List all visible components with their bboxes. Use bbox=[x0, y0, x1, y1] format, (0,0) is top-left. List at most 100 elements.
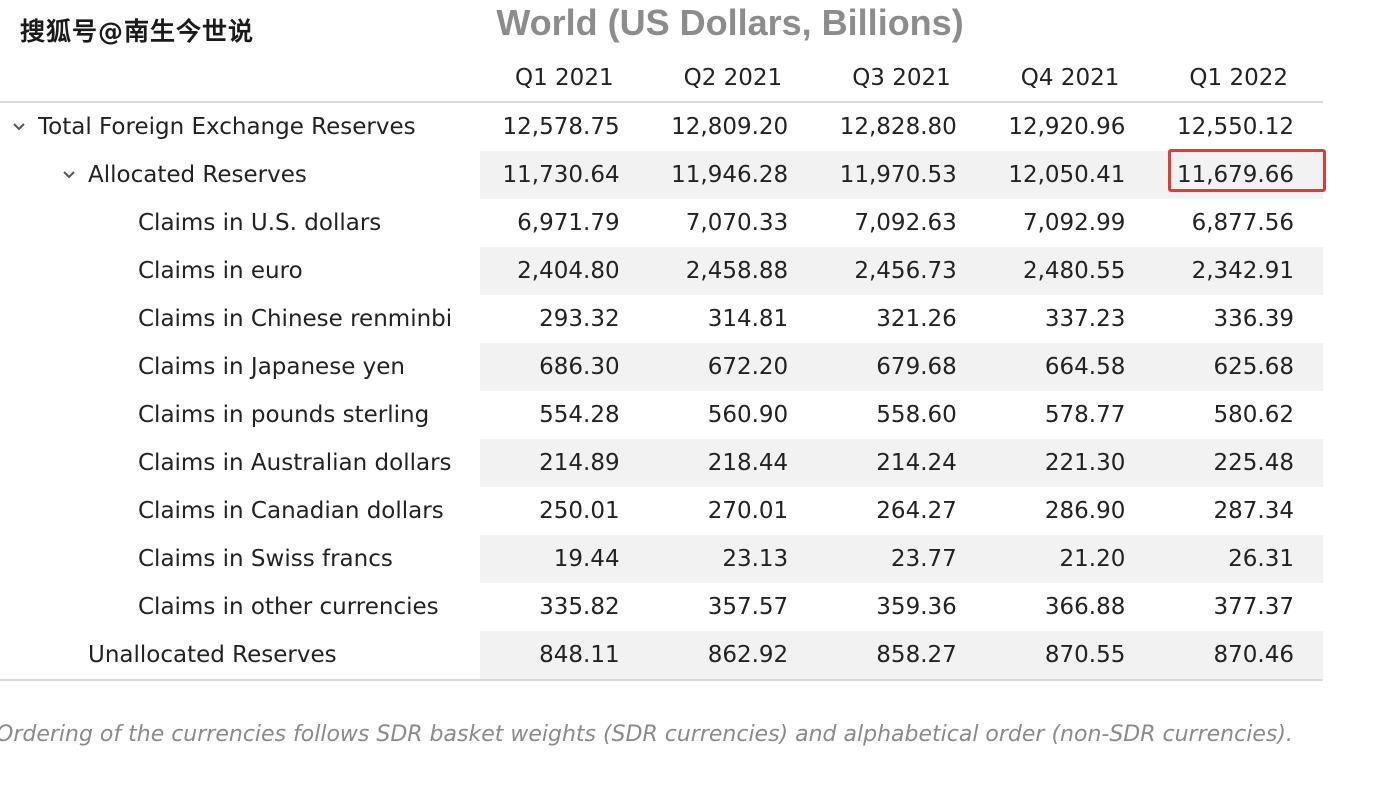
table-cell: 870.46 bbox=[1154, 631, 1323, 681]
table-cell: 848.11 bbox=[480, 631, 649, 681]
watermark: 搜狐号@南生今世说 bbox=[20, 17, 255, 46]
table-cell: 286.90 bbox=[1044, 498, 1126, 524]
table-cell: 2,456.73 bbox=[817, 247, 986, 295]
table-cell: 321.26 bbox=[876, 306, 957, 332]
table-cell: 366.88 bbox=[1044, 594, 1126, 620]
table-cell: 664.58 bbox=[985, 343, 1155, 391]
table-cell: 214.89 bbox=[480, 439, 649, 487]
row-label: Claims in euro bbox=[138, 258, 303, 284]
table-cell: 21.20 bbox=[985, 535, 1155, 583]
table-cell: 580.62 bbox=[1213, 402, 1294, 428]
table-cell: 221.30 bbox=[985, 439, 1155, 487]
table-row: Claims in pounds sterling 554.28 560.90 … bbox=[0, 391, 1323, 439]
table-cell: 359.36 bbox=[876, 594, 957, 620]
table-row: Claims in other currencies 335.82 357.57… bbox=[0, 583, 1323, 631]
row-label: Claims in Australian dollars bbox=[138, 450, 452, 476]
table-cell: 218.44 bbox=[648, 439, 818, 487]
table-cell: 335.82 bbox=[539, 594, 620, 620]
table-cell: 862.92 bbox=[648, 631, 818, 681]
table-cell: 672.20 bbox=[648, 343, 818, 391]
row-label: Claims in Chinese renminbi bbox=[138, 306, 453, 332]
table-cell: 686.30 bbox=[480, 343, 649, 391]
table-cell: 625.68 bbox=[1154, 343, 1323, 391]
row-label-cell[interactable]: Total Foreign Exchange Reserves bbox=[0, 102, 480, 151]
table-cell: 11,970.53 bbox=[817, 151, 986, 199]
row-label-cell: Claims in euro bbox=[0, 247, 480, 295]
table-cell: 2,458.88 bbox=[648, 247, 818, 295]
table-title: World (US Dollars, Billions) bbox=[496, 2, 964, 43]
row-label: Total Foreign Exchange Reserves bbox=[38, 114, 416, 140]
chevron-down-icon[interactable] bbox=[12, 120, 26, 134]
table-row: Allocated Reserves 11,730.64 11,946.28 1… bbox=[0, 151, 1323, 199]
table-cell: 214.24 bbox=[817, 439, 986, 487]
table-cell: 336.39 bbox=[1213, 306, 1294, 332]
table-cell: 12,050.41 bbox=[985, 151, 1155, 199]
column-header[interactable]: Q1 2021 bbox=[480, 54, 649, 103]
footnote: Ordering of the currencies follows SDR b… bbox=[0, 722, 1293, 747]
table-row: Claims in U.S. dollars 6,971.79 7,070.33… bbox=[0, 199, 1323, 247]
row-label: Allocated Reserves bbox=[88, 162, 307, 188]
column-header[interactable]: Q2 2021 bbox=[648, 54, 818, 103]
table-cell: 2,342.91 bbox=[1154, 247, 1323, 295]
table-cell: 314.81 bbox=[707, 306, 789, 332]
table-cell: 7,092.63 bbox=[854, 210, 957, 236]
row-label-cell: Claims in Australian dollars bbox=[0, 439, 480, 487]
row-label-cell: Claims in Chinese renminbi bbox=[0, 295, 480, 343]
table-cell: 2,404.80 bbox=[480, 247, 649, 295]
header-row: Q1 2021 Q2 2021 Q3 2021 Q4 2021 Q1 2022 bbox=[0, 54, 1323, 103]
row-label: Claims in pounds sterling bbox=[138, 402, 430, 428]
row-label: Claims in U.S. dollars bbox=[138, 210, 382, 236]
table-cell: 357.57 bbox=[707, 594, 789, 620]
reserves-table: Q1 2021 Q2 2021 Q3 2021 Q4 2021 Q1 2022 … bbox=[0, 54, 1323, 681]
row-label-cell: Claims in Japanese yen bbox=[0, 343, 480, 391]
row-label-cell[interactable]: Allocated Reserves bbox=[0, 151, 480, 199]
table-cell: 11,730.64 bbox=[480, 151, 649, 199]
table-row: Unallocated Reserves 848.11 862.92 858.2… bbox=[0, 631, 1323, 681]
column-header[interactable]: Q1 2022 bbox=[1154, 54, 1323, 103]
column-header[interactable]: Q4 2021 bbox=[985, 54, 1155, 103]
table-cell: 293.32 bbox=[539, 306, 620, 332]
table-row: Claims in Australian dollars 214.89 218.… bbox=[0, 439, 1323, 487]
table-cell: 679.68 bbox=[817, 343, 986, 391]
table-row: Claims in Chinese renminbi 293.32 314.81… bbox=[0, 295, 1323, 343]
table-cell: 6,877.56 bbox=[1191, 210, 1294, 236]
table-cell: 19.44 bbox=[480, 535, 649, 583]
table-cell: 270.01 bbox=[707, 498, 789, 524]
table-cell: 2,480.55 bbox=[985, 247, 1155, 295]
table-cell: 558.60 bbox=[876, 402, 957, 428]
row-label: Claims in Canadian dollars bbox=[138, 498, 444, 524]
table-cell: 264.27 bbox=[876, 498, 957, 524]
table-cell: 225.48 bbox=[1154, 439, 1323, 487]
table-cell: 12,828.80 bbox=[839, 114, 957, 140]
table-cell: 6,971.79 bbox=[517, 210, 620, 236]
row-label-cell: Unallocated Reserves bbox=[0, 631, 480, 681]
row-label-cell: Claims in pounds sterling bbox=[0, 391, 480, 439]
header-spacer bbox=[0, 54, 480, 103]
row-label: Unallocated Reserves bbox=[88, 642, 337, 668]
row-label-cell: Claims in other currencies bbox=[0, 583, 480, 631]
table-cell: 377.37 bbox=[1213, 594, 1294, 620]
table-cell: 12,578.75 bbox=[502, 114, 620, 140]
table-cell: 858.27 bbox=[817, 631, 986, 681]
row-label-cell: Claims in Canadian dollars bbox=[0, 487, 480, 535]
chevron-down-icon[interactable] bbox=[62, 168, 76, 182]
row-label: Claims in other currencies bbox=[138, 594, 439, 620]
table-row: Claims in euro 2,404.80 2,458.88 2,456.7… bbox=[0, 247, 1323, 295]
table-cell: 560.90 bbox=[707, 402, 789, 428]
table-row: Total Foreign Exchange Reserves 12,578.7… bbox=[0, 102, 1323, 151]
table-row: Claims in Japanese yen 686.30 672.20 679… bbox=[0, 343, 1323, 391]
table-cell: 287.34 bbox=[1213, 498, 1294, 524]
table-cell: 250.01 bbox=[539, 498, 620, 524]
table-cell: 23.13 bbox=[648, 535, 818, 583]
column-header[interactable]: Q3 2021 bbox=[817, 54, 986, 103]
table-cell: 578.77 bbox=[1044, 402, 1126, 428]
table-row: Claims in Canadian dollars 250.01 270.01… bbox=[0, 487, 1323, 535]
table-cell: 870.55 bbox=[985, 631, 1155, 681]
table-cell: 7,092.99 bbox=[1022, 210, 1126, 236]
table-cell: 12,920.96 bbox=[1008, 114, 1126, 140]
table-row: Claims in Swiss francs 19.44 23.13 23.77… bbox=[0, 535, 1323, 583]
table-cell: 23.77 bbox=[817, 535, 986, 583]
table-cell: 337.23 bbox=[1044, 306, 1126, 332]
table-cell-highlighted: 11,679.66 bbox=[1154, 151, 1323, 199]
table-cell: 12,550.12 bbox=[1176, 114, 1294, 140]
